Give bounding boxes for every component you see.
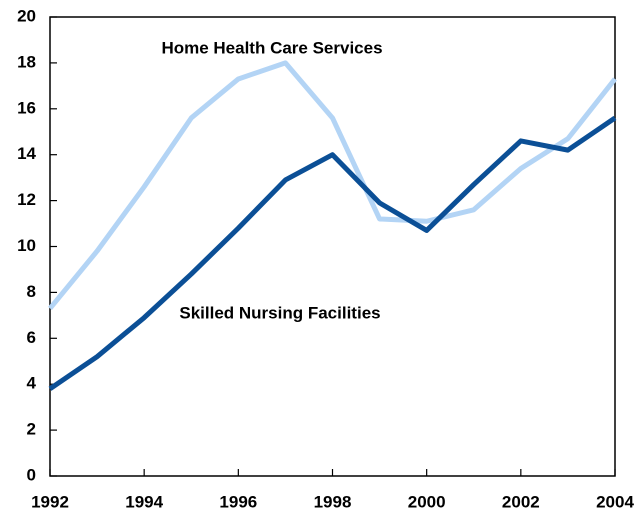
- x-tick-label: 1992: [31, 492, 69, 511]
- series-label: Home Health Care Services: [161, 38, 382, 57]
- y-tick-label: 20: [17, 6, 36, 25]
- y-tick-label: 2: [27, 420, 36, 439]
- y-tick-label: 10: [17, 236, 36, 255]
- y-tick-label: 8: [27, 282, 36, 301]
- y-tick-label: 6: [27, 328, 36, 347]
- x-tick-label: 1998: [314, 492, 352, 511]
- y-tick-label: 14: [17, 144, 36, 163]
- y-tick-label: 0: [27, 465, 36, 484]
- series-label: Skilled Nursing Facilities: [179, 303, 380, 322]
- x-tick-label: 2000: [408, 492, 446, 511]
- plot-frame: [49, 16, 616, 477]
- x-tick-label: 1996: [219, 492, 257, 511]
- y-tick-label: 4: [27, 374, 37, 393]
- y-tick-label: 16: [17, 98, 36, 117]
- series-line: [48, 115, 617, 391]
- x-tick-label: 1994: [125, 492, 163, 511]
- y-tick-label: 12: [17, 190, 36, 209]
- x-tick-label: 2002: [502, 492, 540, 511]
- x-tick-label: 2004: [596, 492, 634, 511]
- y-tick-label: 18: [17, 52, 36, 71]
- series-line: [48, 60, 617, 311]
